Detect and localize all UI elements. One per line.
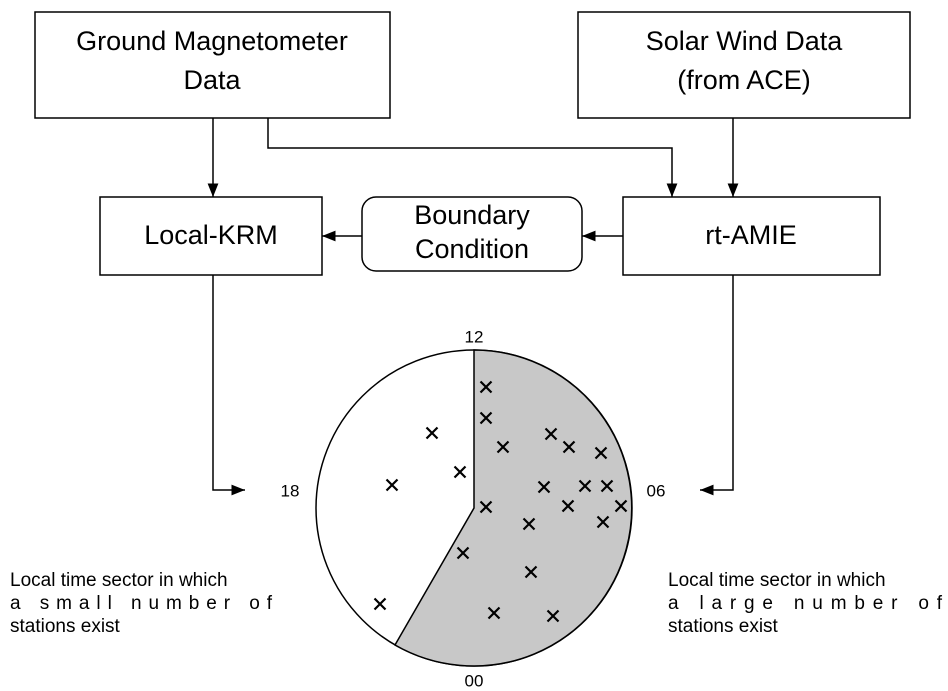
- amie-box: [622, 196, 881, 276]
- station-marker: [578, 479, 592, 493]
- station-marker: [562, 440, 576, 454]
- station-marker: [544, 427, 558, 441]
- station-marker: [373, 597, 387, 611]
- node-label: Solar Wind Data: [646, 26, 844, 56]
- caption: Local time sector in which: [668, 570, 886, 591]
- caption: Local time sector in which: [10, 570, 228, 591]
- clock-label: 06: [647, 481, 666, 500]
- station-marker: [594, 446, 608, 460]
- node-label: Ground Magnetometer: [76, 26, 348, 56]
- caption: stations exist: [668, 616, 779, 637]
- caption: a small number of: [10, 593, 273, 614]
- station-marker: [600, 479, 614, 493]
- ground-box: [34, 11, 391, 119]
- arrow: [700, 275, 734, 496]
- node-label: rt-AMIE: [705, 220, 797, 250]
- station-marker: [425, 426, 439, 440]
- node-label: (from ACE): [677, 65, 811, 95]
- clock-label: 00: [465, 671, 484, 690]
- arrow: [212, 275, 245, 496]
- solar-box: [577, 11, 911, 119]
- station-marker: [537, 480, 551, 494]
- station-marker: [561, 499, 575, 513]
- station-marker: [546, 609, 560, 623]
- station-marker: [487, 606, 501, 620]
- clock-label: 12: [465, 327, 484, 346]
- station-marker: [496, 440, 510, 454]
- node-label: Condition: [415, 234, 529, 264]
- node-label: Boundary: [414, 200, 530, 230]
- station-marker: [522, 517, 536, 531]
- station-marker: [385, 478, 399, 492]
- station-marker: [614, 499, 628, 513]
- caption: a large number of: [668, 593, 943, 614]
- station-marker: [479, 380, 493, 394]
- arrow: [267, 118, 678, 197]
- krm-box: [99, 196, 323, 276]
- station-marker: [596, 515, 610, 529]
- station-marker: [456, 546, 470, 560]
- clock-label: 18: [281, 481, 300, 500]
- caption: stations exist: [10, 616, 121, 637]
- station-marker: [479, 411, 493, 425]
- station-marker: [479, 500, 493, 514]
- node-label: Data: [183, 65, 241, 95]
- stations: [373, 380, 628, 623]
- station-marker: [453, 465, 467, 479]
- station-marker: [524, 565, 538, 579]
- dense-sector: [393, 349, 633, 667]
- node-label: Local-KRM: [144, 220, 278, 250]
